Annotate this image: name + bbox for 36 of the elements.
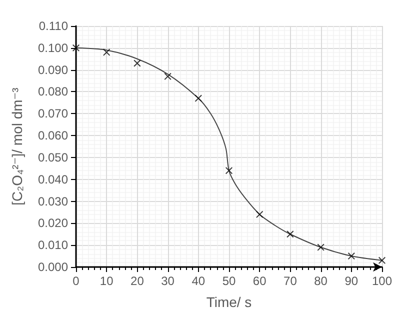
x-tick-label: 80 — [314, 274, 328, 288]
x-tick-label: 90 — [344, 274, 358, 288]
point — [194, 94, 202, 102]
y-tick-label: 0.030 — [38, 194, 68, 208]
x-tick-label: 0 — [72, 274, 80, 288]
x-tick-label: 100 — [372, 274, 392, 288]
y-tick-label: 0.050 — [38, 150, 68, 164]
x-tick-label: 30 — [161, 274, 175, 288]
y-tick-label: 0.090 — [38, 62, 68, 77]
y-tick-label: 0.000 — [38, 260, 68, 274]
y-tick-label: 0.110 — [38, 19, 68, 33]
point — [72, 44, 80, 52]
point — [348, 252, 355, 260]
y-tick-label: 0.080 — [38, 84, 68, 99]
x-tick-label: 10 — [100, 274, 114, 288]
x-axis-title: Time/ s — [206, 294, 252, 310]
point — [256, 210, 264, 218]
y-tick-label: 0.010 — [38, 238, 68, 252]
x-tick-label: 70 — [284, 274, 298, 288]
point — [134, 60, 141, 67]
point — [226, 167, 232, 174]
y-tick-label: 0.020 — [38, 216, 68, 230]
x-tick-label: 40 — [192, 274, 206, 288]
y-axis-title: [C₂O₄²⁻]/ mol dm⁻³ — [9, 87, 25, 206]
point — [378, 256, 386, 264]
y-tick-label: 0.070 — [38, 106, 68, 121]
y-tick-label: 0.040 — [38, 172, 68, 186]
x-tick-label: 50 — [222, 274, 236, 288]
y-tick-label: 0.100 — [38, 40, 68, 55]
point — [164, 72, 172, 80]
y-tick-label: 0.060 — [38, 128, 68, 143]
point — [317, 244, 324, 251]
point — [103, 48, 110, 56]
x-tick-label: 20 — [130, 274, 144, 288]
x-tick-label: 60 — [252, 274, 267, 288]
point — [286, 230, 294, 238]
